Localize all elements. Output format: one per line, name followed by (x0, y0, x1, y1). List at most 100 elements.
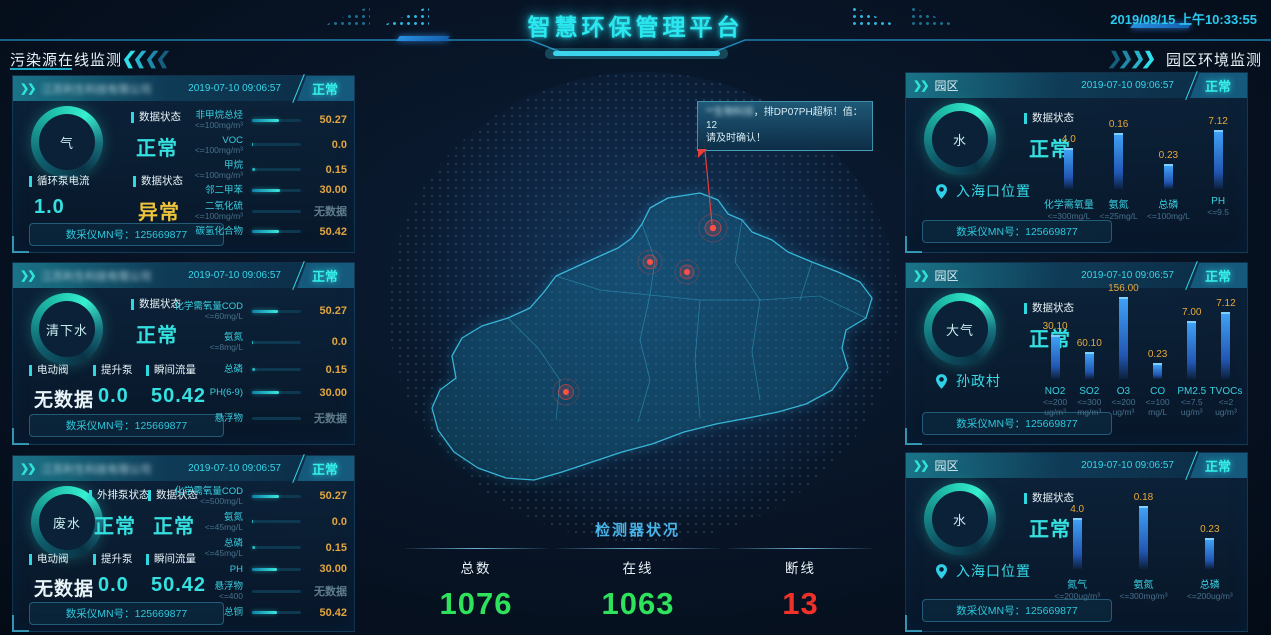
bar-column: 7.12 TVOCs <=2 ug/m³ (1209, 297, 1243, 417)
metric-row: 二氧化硫 <=100mg/m³ 无数据 (194, 201, 347, 222)
panel-header: ❯❯ 江苏利生科技有限公司 2019-07-10 09:06:57 正常 (13, 73, 354, 104)
metric-progress-bar (252, 520, 301, 524)
park-panel-water-2: ❯❯ 园区 2019-07-10 09:06:57 正常 水 数据状态 正常 入… (905, 450, 1248, 632)
stat-instant-flow: 瞬间流量 50.42 (146, 554, 206, 597)
stat-pump-current: 循环泵电流 1.0 (29, 176, 90, 219)
panel-timestamp: 2019-07-10 09:06:57 (1081, 460, 1174, 471)
metric-row: 甲烷 <=100mg/m³ 0.15 (194, 159, 347, 180)
panel-header: ❯❯ 园区 2019-07-10 09:06:57 正常 (906, 70, 1247, 101)
bar-column: 0.23 CO <=100 mg/L (1145, 348, 1170, 417)
metric-progress-bar (252, 546, 301, 550)
metric-row: 总铜 50.42 (223, 606, 347, 619)
section-title-pollution: 污染源在线监测 (10, 52, 123, 69)
stat-data-status: 数据状态 正常 (131, 299, 181, 348)
stat-data-status: 数据状态 正常 (1024, 113, 1074, 162)
metric-progress-bar (252, 567, 301, 571)
gauge-air: 大气 (924, 293, 996, 365)
metric-row: PH 30.00 (229, 563, 347, 576)
tooltip-text-2: 请及时确认！ (706, 133, 766, 144)
metric-list: 非甲烷总烃 <=100mg/m³ 50.27 VOC <=100mg/m³ 0.0 … (163, 110, 347, 238)
double-chevron-icon: ❯❯ (913, 270, 930, 282)
metric-progress-bar (252, 118, 301, 122)
status-badge[interactable]: 正常 (1190, 453, 1247, 478)
bar-column: 7.00 PM2.5 <=7.5 ug/m³ (1177, 306, 1207, 417)
metric-row: 氨氮 <=45mg/L 0.0 (204, 511, 347, 532)
status-badge[interactable]: 正常 (1190, 73, 1247, 98)
panel-timestamp: 2019-07-10 09:06:57 (188, 463, 281, 474)
divider (728, 548, 873, 549)
location-row: 入海口位置 (936, 561, 1031, 581)
double-chevron-icon: ❯❯ (20, 270, 37, 282)
bar-column: 0.23 总磷 <=200ug/m³ (1186, 524, 1233, 601)
metric-row: 氨氮 <=8mg/L 0.0 (209, 332, 347, 353)
location-pin-icon (936, 563, 947, 579)
park-panel-water: ❯❯ 园区 2019-07-10 09:06:57 正常 水 数据状态 正常 入… (905, 70, 1248, 253)
detector-online: 在线 1063 (556, 548, 720, 622)
area-label: 园区 (934, 79, 959, 93)
metric-progress-bar (252, 230, 301, 234)
panel-header: ❯❯ 江苏利生科技有限公司 2019-07-10 09:06:57 正常 (13, 260, 354, 291)
metric-progress-bar (252, 589, 301, 593)
stat-data-status: 数据状态 正常 (1024, 493, 1074, 542)
metric-row: 邻二甲苯 30.00 (204, 184, 347, 197)
stat-data-status: 数据状态 正常 (1024, 303, 1074, 352)
panel-timestamp: 2019-07-10 09:06:57 (188, 83, 281, 94)
metric-progress-bar (252, 209, 301, 213)
company-name: 江苏利生科技有限公司 (41, 270, 152, 283)
double-chevron-icon: ❯❯ (20, 463, 37, 475)
bar-column: 156.00 O3 <=200 ug/m³ (1108, 283, 1139, 417)
metric-progress-bar (252, 368, 301, 371)
metric-row: PH(6-9) 30.00 (209, 386, 347, 399)
bar-chart: 4.0 化学需氧量 <=300mg/L 0.16 氨氮 <=25mg/L 0.2… (1044, 87, 1243, 221)
metric-progress-bar (252, 168, 301, 172)
bar-column: 0.23 总磷 <=100mg/L (1146, 149, 1190, 222)
metric-list: 化学需氧量COD <=60mg/L 50.27 氨氮 <=8mg/L 0.0 总磷 … (163, 301, 347, 426)
stat-discharge-pump: 外排泵状态 正常 (89, 490, 150, 539)
area-label: 园区 (934, 459, 959, 473)
pollution-panel-wastewater: ❯❯ 江苏利生科技有限公司 2019-07-10 09:06:57 正常 废水 … (12, 453, 355, 632)
metric-row: 总磷 <=45mg/L 0.15 (204, 537, 347, 558)
double-chevron-icon: ❯❯ (20, 83, 37, 95)
bar-column: 0.18 氨氮 <=300mg/m³ (1119, 491, 1168, 601)
metric-row: 总磷 0.15 (223, 363, 347, 376)
divider (405, 548, 547, 549)
metric-row: 悬浮物 <=400 无数据 (214, 581, 347, 602)
park-panel-air: ❯❯ 园区 2019-07-10 09:06:57 正常 大气 数据状态 正常 … (905, 260, 1248, 445)
stat-valve: 电动阀 无数据 (29, 554, 94, 601)
metric-row: 碳氢化合物 50.42 (195, 225, 347, 238)
tooltip-company: **生物科技 (706, 107, 754, 118)
location-pin-icon (936, 183, 947, 199)
location-pin-icon (936, 373, 947, 389)
detector-status-title: 检测器状况 (594, 522, 680, 539)
divider (556, 548, 720, 549)
bar-column: 30.10 NO2 <=200 ug/m³ (1042, 321, 1068, 417)
panel-timestamp: 2019-07-10 09:06:57 (1081, 80, 1174, 91)
section-title-park: 园区环境监测 (1165, 52, 1262, 69)
bar-column: 0.16 氨氮 <=25mg/L (1099, 118, 1138, 221)
section-title-underline (10, 68, 72, 70)
alert-tooltip[interactable]: **生物科技，排DP07PH超标！值：12 请及时确认！ (697, 101, 873, 158)
collector-mn-number: 数采仪MN号：125669877 (922, 412, 1112, 435)
status-badge[interactable]: 正常 (297, 456, 354, 481)
double-chevron-icon: ❯❯ (913, 460, 930, 472)
company-name: 江苏利生科技有限公司 (41, 83, 152, 96)
gauge-gas: 气 (31, 106, 103, 178)
chevrons-left-icon: ❮❮❮❮ (120, 49, 169, 68)
metric-list: 化学需氧量COD <=500mg/L 50.27 氨氮 <=45mg/L 0.0 总… (163, 486, 347, 619)
metric-progress-bar (252, 188, 301, 192)
metric-progress-bar (252, 391, 301, 395)
status-badge[interactable]: 正常 (297, 263, 354, 288)
collector-mn-number: 数采仪MN号：125669877 (29, 414, 224, 437)
gauge-clearwater: 清下水 (31, 293, 103, 365)
stat-valve: 电动阀 无数据 (29, 365, 94, 412)
location-row: 孙政村 (936, 371, 1001, 391)
pollution-panel-clearwater: ❯❯ 江苏利生科技有限公司 2019-07-10 09:06:57 正常 清下水… (12, 260, 355, 445)
status-badge[interactable]: 正常 (1190, 263, 1247, 288)
stat-data-status-2: 数据状态 异常 (133, 176, 183, 225)
status-badge[interactable]: 正常 (297, 76, 354, 101)
header-datetime: 2019/08/15 上午10:33:55 (1110, 12, 1257, 27)
area-label: 园区 (934, 269, 959, 283)
metric-progress-bar (252, 494, 301, 498)
company-name: 江苏利生科技有限公司 (41, 463, 152, 476)
